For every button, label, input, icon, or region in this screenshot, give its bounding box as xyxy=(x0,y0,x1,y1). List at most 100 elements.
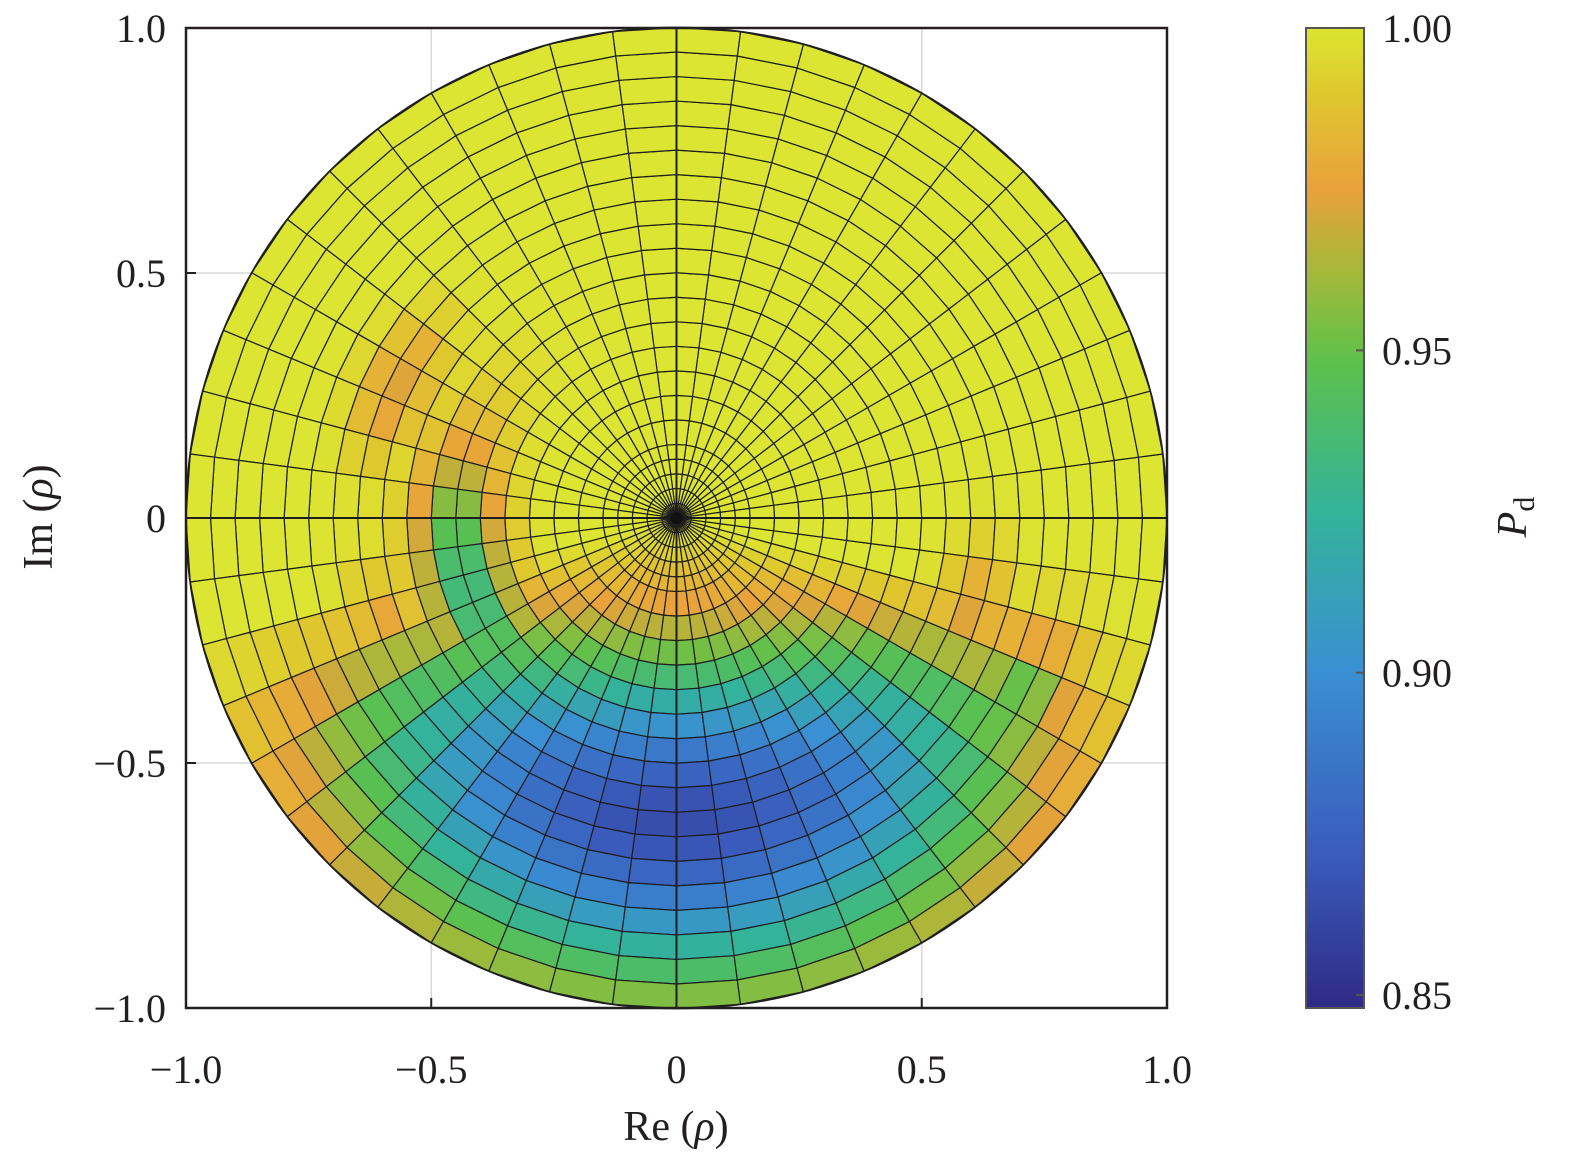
heatmap-cell xyxy=(381,517,410,558)
colorbar-tick-label: 0.85 xyxy=(1382,973,1452,1018)
heatmap-cell xyxy=(675,125,729,154)
heatmap-cell xyxy=(430,485,459,519)
heatmap-cell xyxy=(675,198,719,227)
heatmap-cell xyxy=(650,321,678,349)
x-tick-label: 1.0 xyxy=(1142,1047,1192,1092)
heatmap-cell xyxy=(675,784,716,813)
heatmap-cell xyxy=(675,321,703,349)
colorbar-tick-label: 0.90 xyxy=(1382,651,1452,696)
heatmap-cell xyxy=(870,517,898,548)
colorbar-label-main: P xyxy=(1490,512,1536,539)
heatmap-cell xyxy=(640,760,678,789)
x-ticks: −1.0 −0.5 0 0.5 1.0 xyxy=(150,998,1192,1092)
heatmap-cell xyxy=(624,125,678,154)
heatmap-cell xyxy=(846,491,874,519)
heatmap-cell xyxy=(1064,462,1095,519)
heatmap-cell xyxy=(675,247,713,276)
heatmap-cell xyxy=(1089,517,1119,577)
colorbar-tick-label: 0.95 xyxy=(1382,328,1452,373)
heatmap-cell xyxy=(283,517,313,570)
heatmap-cell xyxy=(647,296,678,325)
heatmap-cell xyxy=(653,663,678,691)
heatmap-cell xyxy=(647,711,678,740)
heatmap-cell xyxy=(821,517,849,542)
heatmap-cell xyxy=(611,979,678,1010)
x-tick-label: −1.0 xyxy=(150,1047,223,1092)
heatmap-cell xyxy=(846,517,874,545)
heatmap-cell xyxy=(675,857,726,887)
colorbar xyxy=(1305,27,1365,1009)
heatmap-cell xyxy=(919,482,947,519)
heatmap-cell xyxy=(504,494,532,519)
y-tick-label: −0.5 xyxy=(93,741,166,786)
heatmap-cell xyxy=(357,517,386,561)
heatmap-cell xyxy=(308,469,337,519)
heatmap-cell xyxy=(234,517,264,577)
heatmap-cell xyxy=(894,485,923,519)
heatmap-cell xyxy=(797,517,825,538)
heatmap-cell xyxy=(637,784,678,813)
heatmap-cell xyxy=(618,930,678,961)
heatmap-cell xyxy=(618,75,678,106)
heatmap-cell xyxy=(308,517,337,567)
heatmap-cell xyxy=(773,517,800,535)
heatmap-cell xyxy=(675,75,735,106)
colorbar-label: Pd xyxy=(1490,497,1541,539)
heatmap-cell xyxy=(406,482,434,519)
heatmap-cell xyxy=(621,100,678,130)
heatmap-cell xyxy=(734,517,751,529)
x-axis-label: Re (ρ) xyxy=(623,1104,728,1150)
x-axis-label-prefix: Re xyxy=(623,1104,670,1150)
y-tick-label: 0 xyxy=(146,496,166,541)
x-axis-symbol: ρ xyxy=(692,1104,714,1150)
y-ticks: 1.0 0.5 0 −0.5 −1.0 xyxy=(93,6,196,1031)
heatmap-cell xyxy=(675,174,722,203)
heatmap-cell xyxy=(1064,517,1095,574)
heatmap-cell xyxy=(640,247,678,276)
heatmap-cell xyxy=(675,345,700,373)
heatmap-cell xyxy=(675,26,742,57)
heatmap-cell xyxy=(675,760,713,789)
heatmap-cell xyxy=(894,517,923,551)
x-tick-label: 0 xyxy=(667,1047,687,1092)
heatmap-cell xyxy=(675,906,732,936)
heatmap-cell xyxy=(675,711,706,740)
heatmap-cell xyxy=(631,174,678,203)
heatmap-cell xyxy=(1016,517,1045,567)
heatmap-cell xyxy=(455,488,483,519)
heatmap-cell xyxy=(675,833,722,862)
heatmap-cell xyxy=(504,517,532,542)
heatmap-cell xyxy=(611,26,678,57)
heatmap-cell xyxy=(283,466,313,519)
heatmap-cell xyxy=(666,575,678,593)
colorbar-ticks: 1.00 0.95 0.90 0.85 xyxy=(1356,6,1452,1018)
heatmap-cell xyxy=(631,833,678,862)
heatmap-cell xyxy=(675,296,706,325)
heatmap-cell xyxy=(1113,517,1144,580)
y-axis-symbol: ρ xyxy=(16,478,62,500)
heatmap-cell xyxy=(943,517,972,558)
y-axis-label-prefix: Im xyxy=(16,523,62,570)
heatmap-cell xyxy=(602,507,619,519)
origin-marker xyxy=(670,512,683,524)
heatmap-cell xyxy=(258,462,289,519)
heatmap-cell xyxy=(185,453,216,519)
heatmap-cell xyxy=(357,475,386,519)
colorbar-tick-label: 1.00 xyxy=(1382,6,1452,51)
heatmap-cell xyxy=(653,345,678,373)
heatmap-cell xyxy=(637,223,678,252)
heatmap-cell xyxy=(675,930,735,961)
heatmap-cell xyxy=(1113,456,1144,519)
heatmap-cell xyxy=(675,394,694,422)
heatmap-cell xyxy=(650,687,678,715)
heatmap-cell xyxy=(675,443,687,461)
heatmap-cell xyxy=(1137,453,1168,519)
heatmap-cell xyxy=(675,736,710,764)
heatmap-cell xyxy=(675,687,703,715)
heatmap-cell xyxy=(675,809,719,838)
heatmap-cell xyxy=(615,955,678,985)
x-tick-label: −0.5 xyxy=(395,1047,468,1092)
heatmap-cell xyxy=(919,517,947,554)
x-tick-label: 0.5 xyxy=(897,1047,947,1092)
